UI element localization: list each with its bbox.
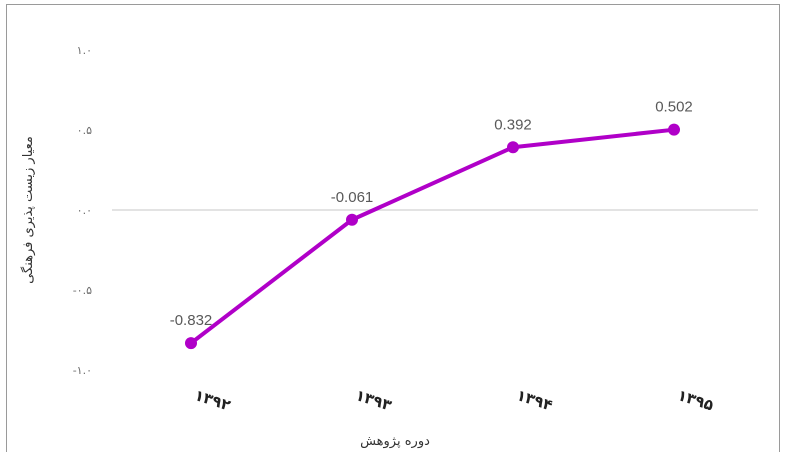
data-label: 0.502 <box>655 99 693 116</box>
y-tick-label: ۰.۵ <box>77 124 92 137</box>
x-tick-labels: ۱۳۹۲ ۱۳۹۳ ۱۳۹۴ ۱۳۹۵ <box>192 386 715 414</box>
y-tick-label: ۱.۰ <box>77 44 92 57</box>
data-label: -0.061 <box>331 189 374 206</box>
data-point <box>185 337 197 350</box>
data-label: -0.832 <box>170 312 213 329</box>
y-tick-labels: ۱.۰ ۰.۵ ۰.۰ -۰.۵ -۱.۰ <box>73 44 92 377</box>
x-axis-title: دوره پژوهش <box>360 434 430 449</box>
y-tick-label: ۰.۰ <box>77 204 92 217</box>
data-point <box>346 213 358 226</box>
series-line <box>189 127 676 346</box>
y-axis-title: معیار زیست پذیری فرهنگی <box>20 136 36 284</box>
data-point <box>507 141 519 154</box>
data-points <box>185 123 680 350</box>
y-tick-label: -۰.۵ <box>73 284 92 297</box>
chart-frame <box>6 4 780 452</box>
x-tick-label: ۱۳۹۳ <box>353 386 393 414</box>
x-tick-label: ۱۳۹۵ <box>675 386 715 414</box>
data-labels: -0.832 -0.061 0.392 0.502 <box>170 99 693 329</box>
data-point <box>668 123 680 136</box>
x-tick-label: ۱۳۹۴ <box>514 386 554 414</box>
data-label: 0.392 <box>494 116 532 133</box>
y-tick-label: -۱.۰ <box>73 364 92 377</box>
x-tick-label: ۱۳۹۲ <box>192 386 232 414</box>
